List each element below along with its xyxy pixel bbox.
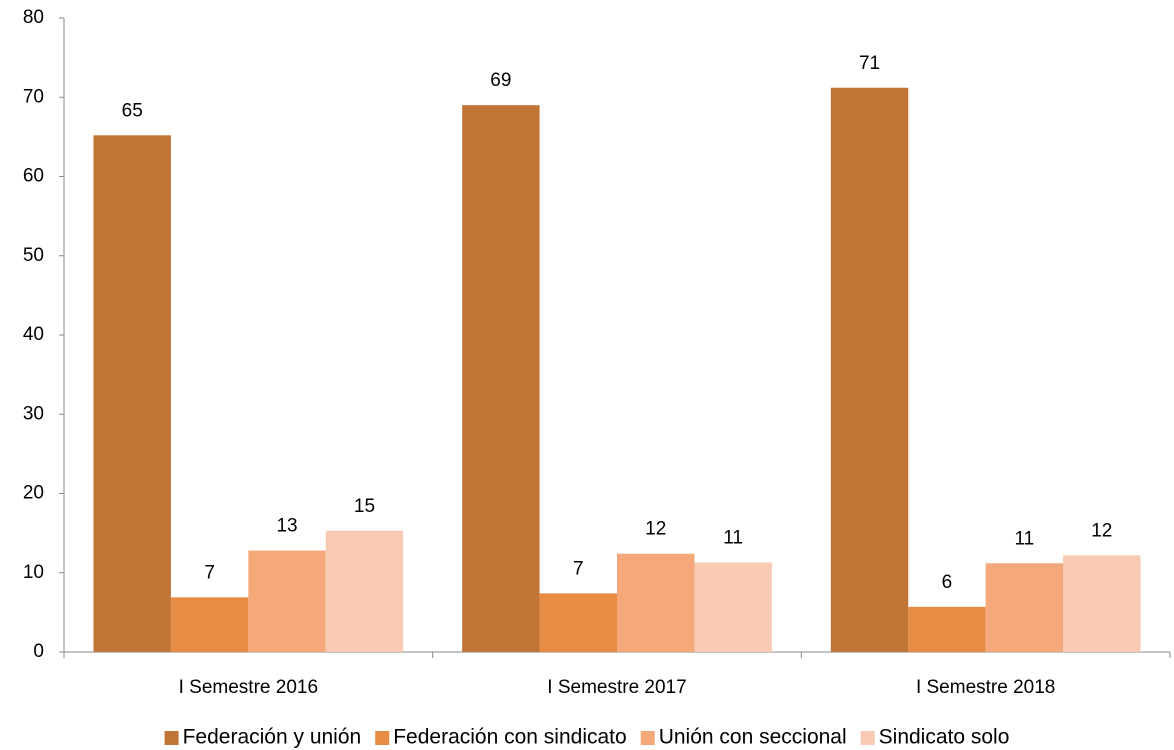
value-label: 13 xyxy=(276,516,297,537)
bar xyxy=(93,135,171,653)
bar xyxy=(985,563,1064,652)
value-label: 12 xyxy=(645,519,666,540)
value-label: 6 xyxy=(942,572,953,593)
bar xyxy=(830,87,909,653)
value-label: 11 xyxy=(723,527,743,548)
y-tick-label: 10 xyxy=(23,562,44,583)
bar xyxy=(248,550,326,652)
legend-swatch xyxy=(860,731,875,745)
bar xyxy=(694,562,772,652)
value-label: 71 xyxy=(859,53,880,74)
value-label: 12 xyxy=(1091,520,1112,541)
legend-label: Unión con seccional xyxy=(659,726,847,749)
bar xyxy=(462,105,540,653)
value-label: 69 xyxy=(490,70,511,91)
x-tick-label: I Semestre 2017 xyxy=(547,677,686,698)
y-tick-label: 20 xyxy=(23,483,44,504)
y-tick-label: 40 xyxy=(23,324,44,345)
y-tick-label: 50 xyxy=(23,245,44,266)
bar xyxy=(325,530,404,652)
bar xyxy=(617,553,695,652)
value-label: 11 xyxy=(1015,528,1035,549)
value-label: 7 xyxy=(573,558,584,579)
legend-label: Federación y unión xyxy=(183,726,362,749)
y-tick-label: 30 xyxy=(23,403,44,424)
legend-label: Sindicato solo xyxy=(879,726,1010,749)
y-tick-label: 70 xyxy=(23,86,44,107)
bar xyxy=(1063,555,1141,652)
value-label: 15 xyxy=(354,496,375,517)
legend-swatch xyxy=(375,731,390,745)
y-tick-label: 60 xyxy=(23,166,44,187)
x-tick-label: I Semestre 2018 xyxy=(916,677,1055,698)
y-tick-label: 80 xyxy=(23,7,44,28)
bar xyxy=(908,606,986,652)
x-tick-label: I Semestre 2016 xyxy=(179,677,318,698)
legend-label: Federación con sindicato xyxy=(393,726,626,749)
bar xyxy=(539,593,617,652)
bar xyxy=(170,597,249,652)
y-tick-label: 0 xyxy=(33,641,44,662)
legend-swatch xyxy=(640,731,655,745)
legend-swatch xyxy=(164,731,179,745)
value-label: 7 xyxy=(204,562,215,583)
value-label: 65 xyxy=(122,100,143,121)
